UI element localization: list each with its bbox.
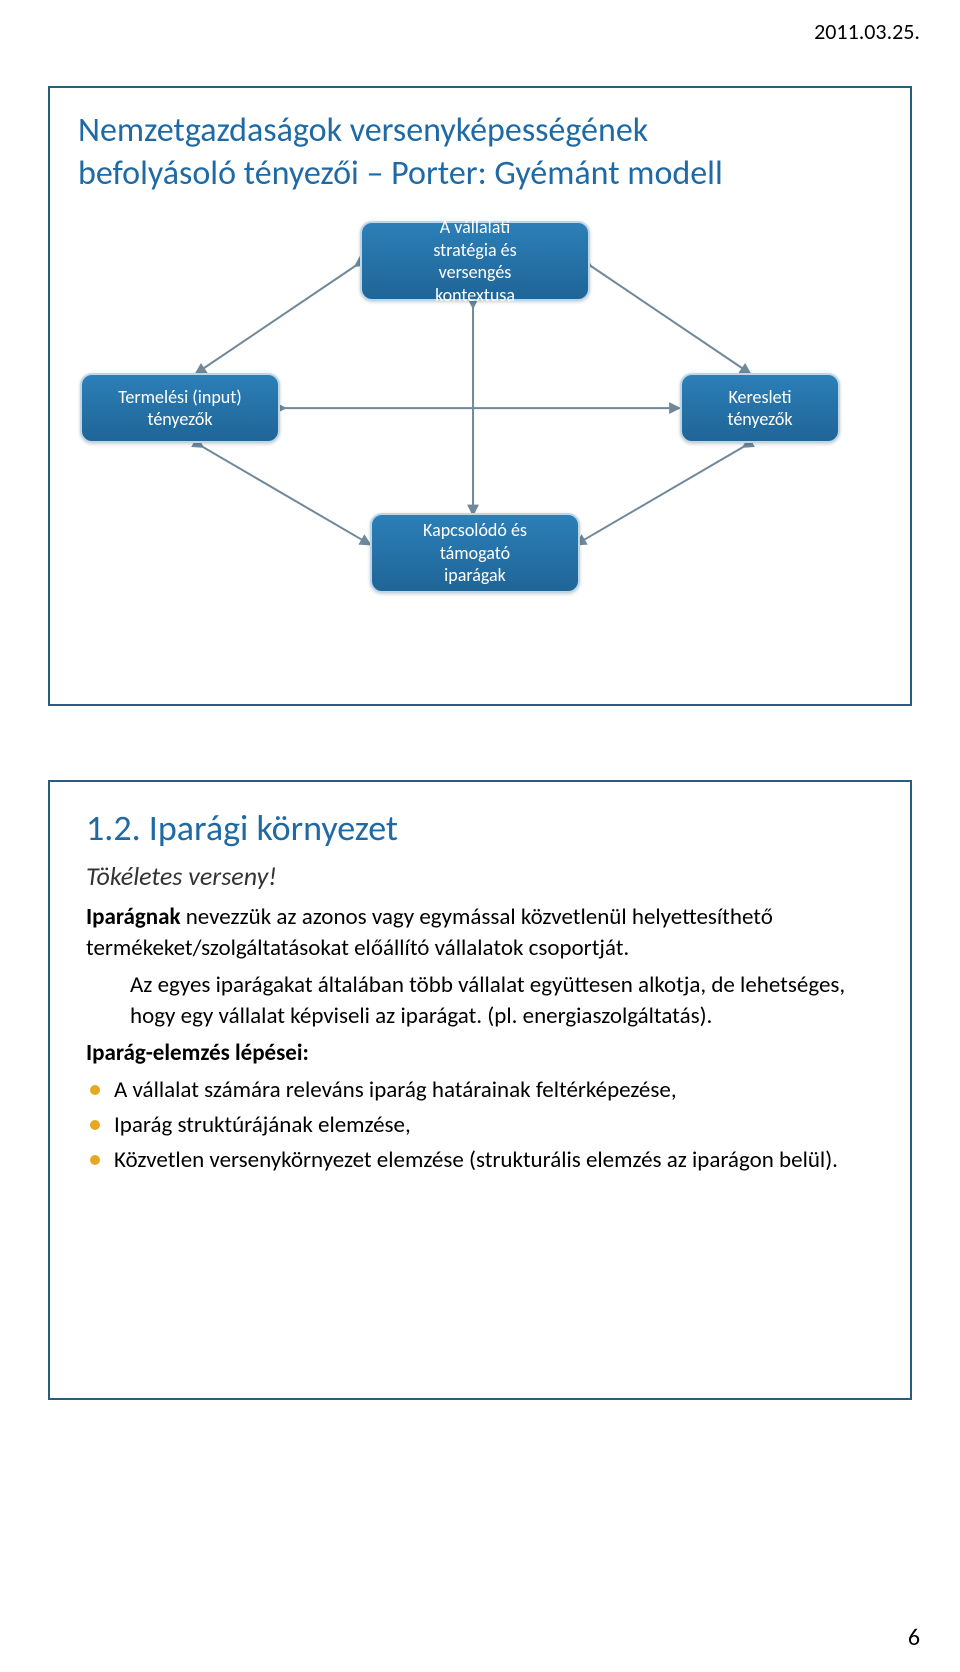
slide2-para1: Iparágnak nevezzük az azonos vagy egymás… — [86, 902, 874, 964]
slide1-title-line1: Nemzetgazdaságok versenyképességének — [78, 110, 648, 151]
slide2-body: Iparágnak nevezzük az azonos vagy egymás… — [50, 900, 910, 1200]
node-right-l1: Keresleti — [728, 386, 791, 408]
slide2-para2: Az egyes iparágakat általában több válla… — [130, 970, 874, 1032]
list-item: Közvetlen versenykörnyezet elemzése (str… — [86, 1145, 874, 1176]
node-bottom: Kapcsolódó és támogató iparágak — [370, 513, 580, 593]
node-right: Keresleti tényezők — [680, 373, 840, 443]
para1-rest: nevezzük az azonos vagy egymással közvet… — [86, 903, 773, 962]
list-item: A vállalat számára releváns iparág határ… — [86, 1075, 874, 1106]
list-item: Iparág struktúrájának elemzése, — [86, 1110, 874, 1141]
node-top-l1: A vállalati — [440, 216, 510, 238]
header-date: 2011.03.25. — [814, 18, 920, 45]
slide-1: Nemzetgazdaságok versenyképességének bef… — [48, 86, 912, 706]
para1-lead: Iparágnak — [86, 903, 186, 931]
page-number: 6 — [908, 1623, 920, 1652]
node-top: A vállalati stratégia és versengés konte… — [360, 221, 590, 301]
slide-2: 1.2. Iparági környezet Tökéletes verseny… — [48, 780, 912, 1400]
node-bottom-l2: támogató — [440, 542, 510, 564]
node-top-l3: versengés — [439, 261, 512, 283]
node-left-l2: tényezők — [147, 408, 212, 430]
list-heading: Iparág-elemzés lépései: — [86, 1038, 874, 1069]
slide2-subtitle: Tökéletes verseny! — [50, 856, 910, 900]
diamond-diagram: A vállalati stratégia és versengés konte… — [50, 203, 910, 643]
node-left-l1: Termelési (input) — [118, 386, 242, 408]
node-right-l2: tényezők — [727, 408, 792, 430]
node-top-l4: kontextusa — [435, 284, 515, 306]
slide1-title: Nemzetgazdaságok versenyképességének bef… — [50, 88, 910, 203]
node-left: Termelési (input) tényezők — [80, 373, 280, 443]
slide2-title: 1.2. Iparági környezet — [50, 782, 910, 856]
node-bottom-l3: iparágak — [444, 564, 506, 586]
node-top-l2: stratégia és — [433, 239, 516, 261]
bullet-list: A vállalat számára releváns iparág határ… — [86, 1075, 874, 1176]
slide1-title-line2: befolyásoló tényezői – Porter: Gyémánt m… — [78, 153, 723, 194]
node-bottom-l1: Kapcsolódó és — [423, 519, 527, 541]
